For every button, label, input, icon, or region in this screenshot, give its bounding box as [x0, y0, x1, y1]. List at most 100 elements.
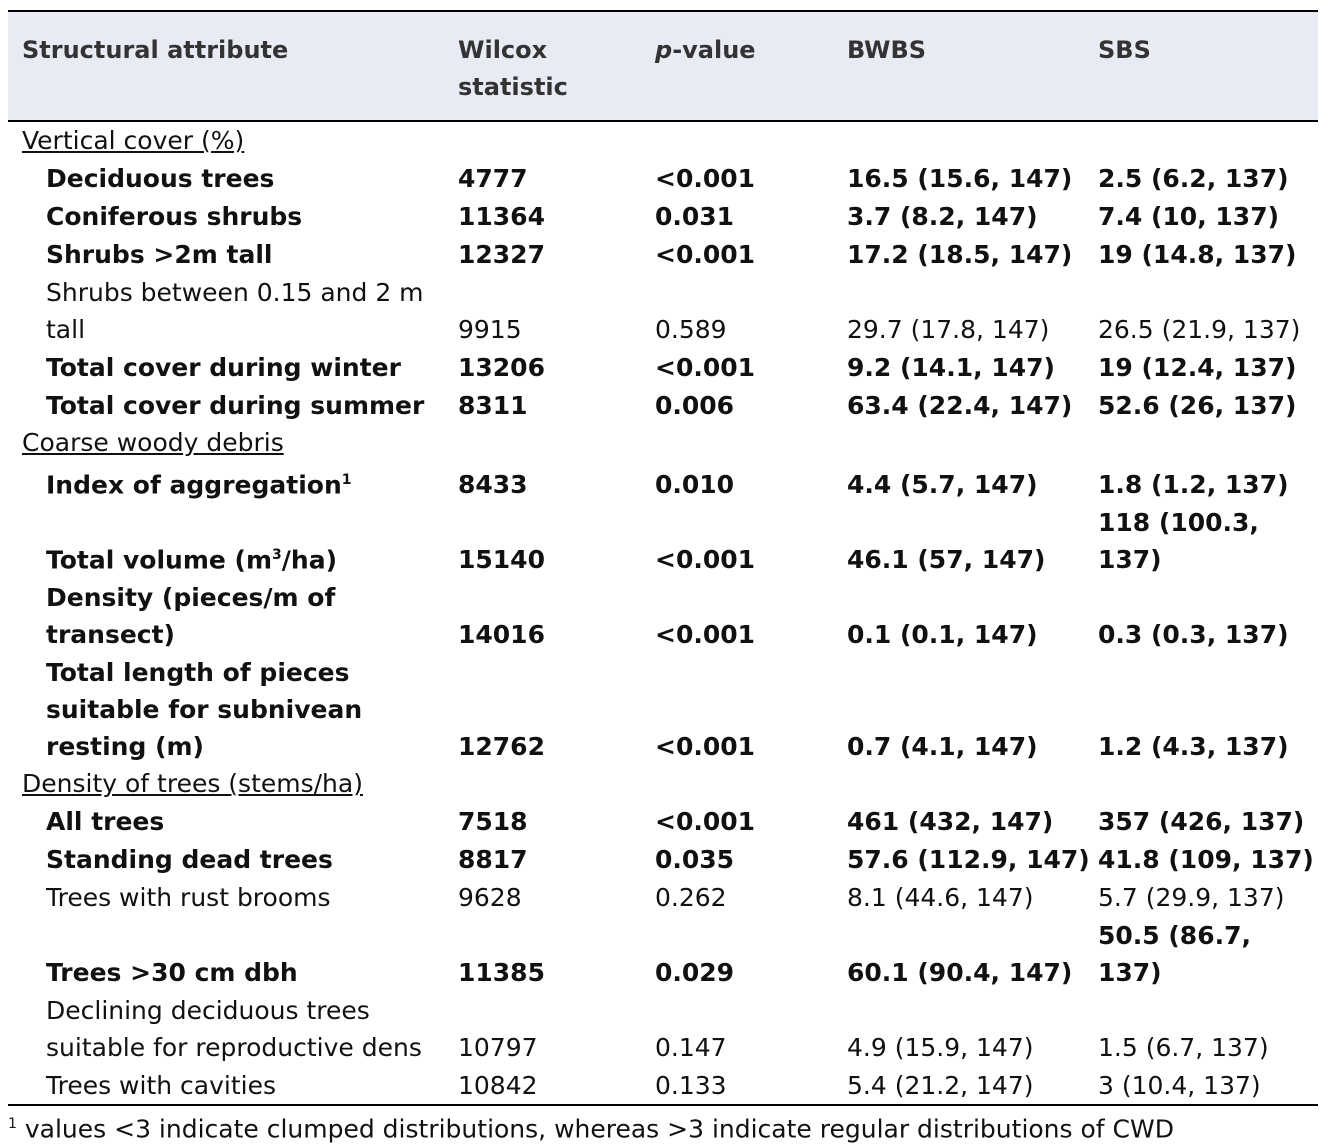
group-row: Coarse woody debris [8, 424, 1318, 461]
cell-p-value: 0.035 [655, 845, 735, 875]
cell-sbs: 19 (12.4, 137) [1098, 353, 1297, 382]
cell-wilcox: 11364 [458, 202, 545, 231]
footnote-text: values <3 indicate clumped distributions… [16, 1114, 1174, 1144]
cell-bwbs: 5.4 (21.2, 147) [847, 1066, 1098, 1107]
cell-bwbs: 3.7 (8.2, 147) [847, 202, 1038, 231]
attribute-label: Shrubs between 0.15 and 2 m tall [46, 278, 424, 344]
cell-p-value: 0.589 [655, 315, 727, 344]
cell-wilcox: 10797 [458, 1033, 538, 1063]
cell-sbs: 41.8 (109, 137) [1098, 845, 1314, 875]
table-row: Total cover during summer 8311 0.006 63.4 (… [8, 386, 1318, 424]
cell-attribute: Total cover during winter [8, 348, 458, 386]
cell-attribute: Deciduous trees [8, 159, 458, 197]
cell-p-value: 0.031 [655, 202, 735, 231]
cell-attribute: Total volume (m3/ha) [8, 503, 458, 578]
attribute-label: Trees >30 cm dbh [46, 958, 298, 988]
attribute-superscript: 3 [272, 547, 282, 563]
cell-bwbs: 0.1 (0.1, 147) [847, 620, 1038, 650]
cell-attribute: Declining deciduous trees suitable for r… [8, 991, 458, 1066]
attribute-label: Total length of pieces suitable for subn… [46, 658, 363, 762]
cell-bwbs: 60.1 (90.4, 147) [847, 958, 1073, 988]
header-p-value: p-value [655, 10, 847, 122]
table-row: Coniferous shrubs 11364 0.031 3.7 (8.2, 147… [8, 197, 1318, 235]
cell-bwbs: 29.7 (17.8, 147) [847, 315, 1050, 344]
cell-wilcox: 11385 [458, 958, 545, 988]
table-container: Structural attribute Wilcox statistic p-… [8, 10, 1318, 1148]
cell-bwbs: 63.4 (22.4, 147) [847, 391, 1073, 420]
attribute-label: Density (pieces/m of transect) [46, 583, 336, 650]
table-header: Structural attribute Wilcox statistic p-… [8, 10, 1318, 122]
table-row: Trees >30 cm dbh 11385 0.029 60.1 (90.4, 14… [8, 916, 1318, 991]
cell-p-value: 0.029 [655, 958, 735, 988]
table-row: Declining deciduous trees suitable for r… [8, 991, 1318, 1066]
cell-wilcox: 10842 [458, 1066, 655, 1107]
cell-sbs: 50.5 (86.7, 137) [1098, 921, 1251, 988]
cell-bwbs: 8.1 (44.6, 147) [847, 883, 1034, 913]
table-row: Total cover during winter 13206 <0.001 9.2 … [8, 348, 1318, 386]
cell-p-value: 0.147 [655, 1033, 727, 1063]
table-row: Trees with cavities 10842 0.133 5.4 (21.2, … [8, 1066, 1318, 1107]
group-title: Density of trees (stems/ha) [22, 769, 363, 799]
cell-attribute: Density (pieces/m of transect) [8, 578, 458, 653]
cell-wilcox: 8817 [458, 845, 528, 875]
cell-p-value: <0.001 [655, 164, 756, 193]
cell-wilcox: 4777 [458, 164, 528, 193]
cell-p-value: 0.010 [655, 470, 735, 500]
table-body: Vertical cover (%) Deciduous trees 4777 <0.… [8, 121, 1318, 1107]
table-row: Trees with rust brooms 9628 0.262 8.1 (44.6… [8, 878, 1318, 916]
cell-p-value: <0.001 [655, 732, 756, 762]
cell-wilcox: 9628 [458, 883, 522, 913]
cell-wilcox: 13206 [458, 353, 545, 382]
cell-attribute: Total cover during summer [8, 386, 458, 424]
cell-wilcox: 15140 [458, 545, 545, 575]
cell-attribute: Shrubs >2m tall [8, 235, 458, 273]
header-wilcox-line1: Wilcox [458, 36, 548, 64]
header-p-rest: -value [672, 36, 756, 64]
footnote-mark: 1 [8, 1116, 17, 1133]
cell-attribute: All trees [8, 802, 458, 840]
attribute-label: Index of aggregation [46, 470, 342, 500]
attribute-label: Shrubs >2m tall [46, 240, 273, 269]
attribute-label: Total volume (m [46, 545, 273, 575]
attribute-label: Total cover during winter [46, 353, 401, 382]
cell-sbs: 26.5 (21.9, 137) [1098, 315, 1301, 344]
table-row: Standing dead trees 8817 0.035 57.6 (112.9,… [8, 840, 1318, 878]
cell-bwbs: 4.9 (15.9, 147) [847, 1033, 1034, 1063]
attribute-superscript: 1 [341, 472, 352, 488]
cell-p-value: <0.001 [655, 240, 756, 269]
table-row: Shrubs between 0.15 and 2 m tall 9915 0.58… [8, 273, 1318, 348]
group-title: Vertical cover (%) [22, 126, 245, 155]
group-row: Vertical cover (%) [8, 121, 1318, 159]
cell-wilcox: 8433 [458, 470, 528, 500]
attribute-label: Trees with cavities [46, 1071, 277, 1101]
cell-attribute: Trees with rust brooms [8, 878, 458, 916]
attribute-label: Deciduous trees [46, 164, 275, 193]
header-sbs: SBS [1098, 10, 1318, 122]
attribute-label: Trees with rust brooms [46, 883, 331, 913]
cell-sbs: 357 (426, 137) [1098, 807, 1305, 837]
cell-attribute: Trees with cavities [8, 1066, 458, 1107]
group-title: Coarse woody debris [22, 428, 284, 457]
table-row: Total volume (m3/ha) 15140 <0.001 46.1 (57,… [8, 503, 1318, 578]
cell-attribute: Index of aggregation1 [8, 461, 458, 503]
cell-p-value: <0.001 [655, 807, 756, 837]
table-row: Density (pieces/m of transect) 14016 <0.00… [8, 578, 1318, 653]
table-row: Index of aggregation1 8433 0.010 4.4 (5.7, … [8, 461, 1318, 503]
cell-bwbs: 4.4 (5.7, 147) [847, 470, 1038, 500]
cell-p-value: 0.262 [655, 883, 727, 913]
cell-attribute: Coniferous shrubs [8, 197, 458, 235]
cell-p-value: <0.001 [655, 545, 756, 575]
cell-attribute: Standing dead trees [8, 840, 458, 878]
cell-p-value: 0.006 [655, 391, 735, 420]
cell-sbs: 2.5 (6.2, 137) [1098, 164, 1289, 193]
table-row: Shrubs >2m tall 12327 <0.001 17.2 (18.5, 14… [8, 235, 1318, 273]
cell-sbs: 1.2 (4.3, 137) [1098, 732, 1289, 762]
header-structural-attribute: Structural attribute [8, 10, 458, 122]
cell-wilcox: 8311 [458, 391, 528, 420]
structural-attributes-table: Structural attribute Wilcox statistic p-… [8, 10, 1318, 1107]
footnote: 1 values <3 indicate clumped distributio… [8, 1106, 1318, 1147]
attribute-label-suffix: /ha) [281, 545, 338, 575]
cell-p-value: <0.001 [655, 620, 756, 650]
cell-bwbs: 17.2 (18.5, 147) [847, 240, 1073, 269]
cell-wilcox: 7518 [458, 807, 528, 837]
